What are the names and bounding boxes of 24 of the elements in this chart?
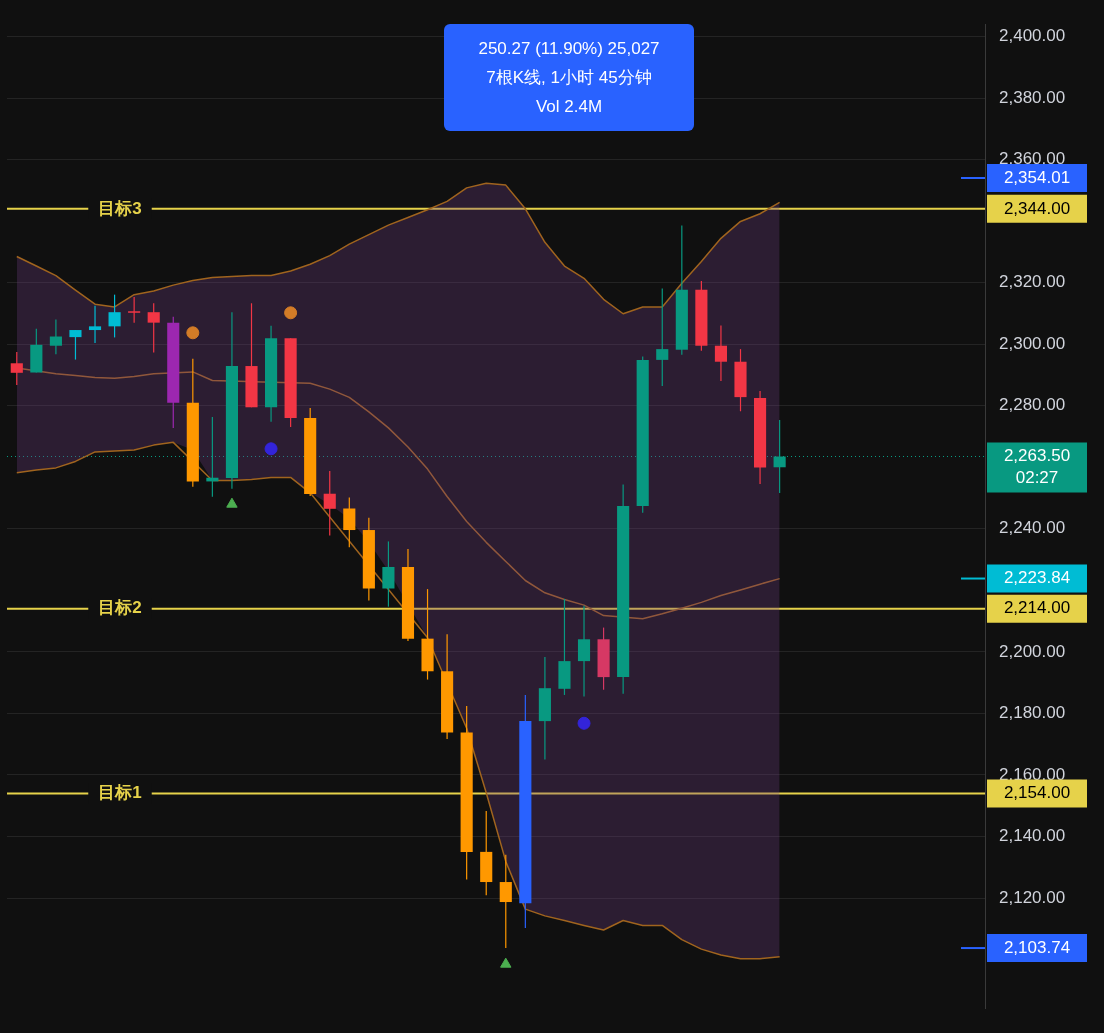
y-tick-label: 2,120.00 (999, 887, 1066, 907)
ref-line-label: 2,344.00 (1003, 198, 1071, 218)
y-tick-label: 2,160.00 (999, 764, 1066, 784)
info-box: 250.27 (11.90%) 25,027 7根K线, 1小时 45分钟 Vol 2.4M (444, 24, 694, 131)
annotation: 目标1 (98, 783, 142, 803)
ref-line-label: 2,223.84 (1003, 568, 1071, 588)
y-tick-label: 2,280.00 (999, 395, 1066, 415)
annotation: 目标3 (98, 198, 142, 218)
y-tick-label: 2,380.00 (999, 87, 1066, 107)
ref-line-label: 2,154.00 (1003, 783, 1071, 803)
text: 02:27 (1015, 468, 1059, 488)
y-tick-label: 2,300.00 (999, 333, 1066, 353)
y-tick-label: 2,140.00 (999, 826, 1066, 846)
y-tick-label: 2,240.00 (999, 518, 1066, 538)
y-tick-label: 2,200.00 (999, 641, 1066, 661)
ref-line-label: 2,354.01 (1003, 167, 1071, 187)
y-tick-label: 2,400.00 (999, 26, 1066, 46)
y-tick-label: 2,320.00 (999, 272, 1066, 292)
ref-line-label: 2,263.50 (1003, 446, 1071, 466)
annotation: 目标2 (98, 598, 142, 618)
ref-line-label: 2,214.00 (1003, 598, 1071, 618)
ref-line-label: 2,103.74 (1003, 937, 1071, 957)
y-tick-label: 2,180.00 (999, 703, 1066, 723)
y-tick-label: 2,360.00 (999, 149, 1066, 169)
